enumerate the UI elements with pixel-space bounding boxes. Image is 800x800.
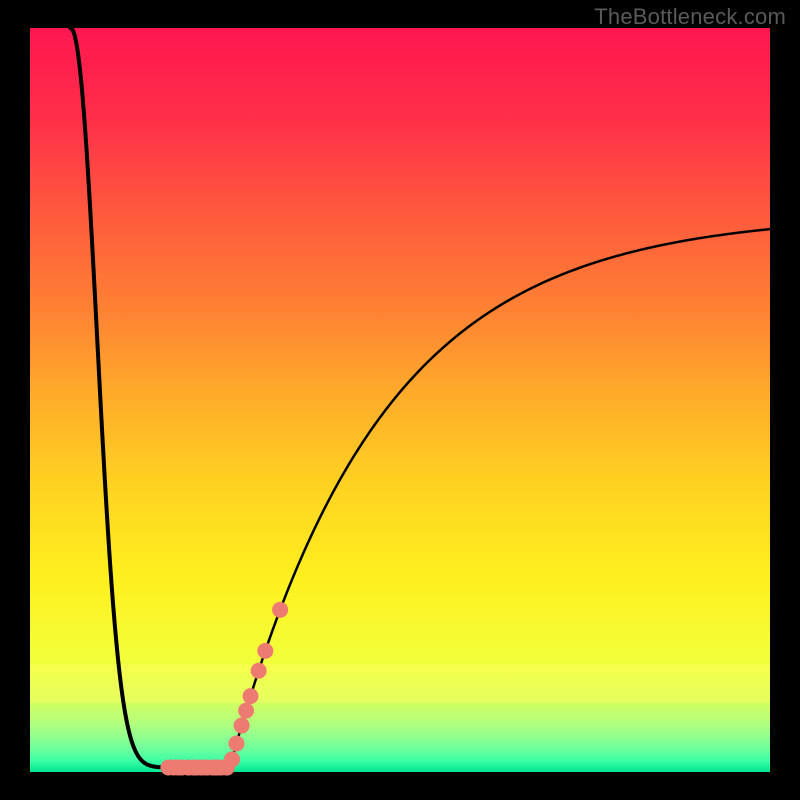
data-marker [272,602,288,618]
data-marker [251,663,267,679]
data-marker [224,751,240,767]
bottleneck-chart [0,0,800,800]
highlight-band [30,664,770,703]
chart-stage: TheBottleneck.com [0,0,800,800]
data-marker [243,688,259,704]
watermark-text: TheBottleneck.com [594,4,786,30]
data-marker [238,703,254,719]
data-marker [234,718,250,734]
plot-background [30,28,770,772]
data-marker [257,643,273,659]
data-marker [228,736,244,752]
